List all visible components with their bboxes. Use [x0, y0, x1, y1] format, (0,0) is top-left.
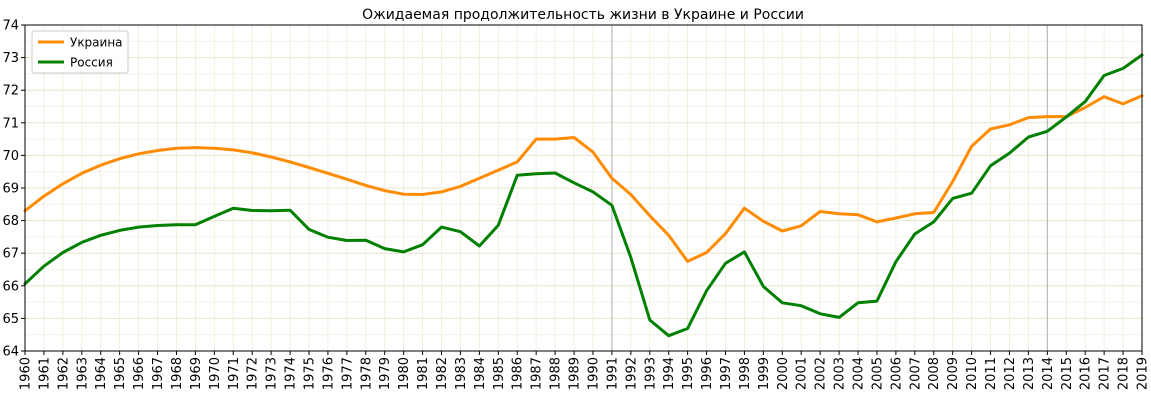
x-tick-label: 2019	[1136, 357, 1151, 390]
x-tick-label: 1993	[643, 357, 658, 390]
x-tick-label: 2006	[889, 357, 904, 390]
series-line-1	[23, 53, 1144, 338]
y-tick-label: 73	[2, 51, 19, 66]
x-tick-label: 1995	[681, 357, 696, 390]
x-tick-label: 2005	[870, 357, 885, 390]
x-tick-label: 1962	[56, 357, 71, 390]
x-tick-label: 1970	[208, 357, 223, 390]
legend: Украина Россия	[31, 30, 129, 74]
series-lines	[23, 53, 1144, 338]
x-tick-label: 2008	[927, 357, 942, 390]
x-tick-label: 1966	[132, 357, 147, 390]
x-tick-label: 2004	[852, 357, 867, 390]
x-tick-label: 1976	[321, 357, 336, 390]
x-tick-label: 1994	[662, 357, 677, 390]
x-tick-label: 2013	[1022, 357, 1037, 390]
legend-label-1: Россия	[70, 56, 113, 70]
x-tick-label: 1990	[586, 357, 601, 390]
x-tick-label: 1964	[94, 357, 109, 390]
x-tick-label: 1985	[492, 357, 507, 390]
grid	[24, 24, 1143, 352]
x-tick-label: 1965	[113, 357, 128, 390]
x-tick-label: 1991	[605, 357, 620, 390]
x-tick-label: 2011	[984, 357, 999, 390]
x-tick-label: 1996	[700, 357, 715, 390]
x-tick-label: 1986	[511, 357, 526, 390]
legend-label-0: Украина	[70, 36, 123, 50]
x-tick-label: 1989	[568, 357, 583, 390]
x-tick-label: 2018	[1117, 357, 1132, 390]
x-tick-label: 1969	[189, 357, 204, 390]
x-tick-label: 2007	[908, 357, 923, 390]
x-tick-label: 1997	[719, 357, 734, 390]
x-tick-label: 1981	[416, 357, 431, 390]
x-tick-label: 2017	[1098, 357, 1113, 390]
x-tick-label: 1999	[757, 357, 772, 390]
x-tick-label: 1971	[227, 357, 242, 390]
x-tick-label: 1974	[284, 357, 299, 390]
x-tick-label: 1980	[397, 357, 412, 390]
x-tick-label: 1982	[435, 357, 450, 390]
x-tick-label: 1983	[454, 357, 469, 390]
x-tick-label: 1978	[359, 357, 374, 390]
x-tick-label: 1973	[265, 357, 280, 390]
x-tick-label: 1967	[151, 357, 166, 390]
x-tick-label: 1992	[624, 357, 639, 390]
x-tick-label: 1963	[75, 357, 90, 390]
x-tick-label: 1987	[530, 357, 545, 390]
x-tick-label: 1968	[170, 357, 185, 390]
x-tick-label: 2016	[1079, 357, 1094, 390]
y-tick-label: 66	[2, 279, 19, 294]
x-tick-label: 1979	[378, 357, 393, 390]
series-line-0	[23, 94, 1144, 263]
x-tick-label: 1961	[37, 357, 52, 390]
x-tick-label: 2000	[776, 357, 791, 390]
y-tick-label: 68	[2, 214, 19, 229]
y-tick-label: 70	[2, 149, 19, 164]
y-tick-label: 69	[2, 182, 19, 197]
y-tick-label: 65	[2, 312, 19, 327]
x-tick-label: 1977	[340, 357, 355, 390]
x-tick-label: 1972	[246, 357, 261, 390]
reference-lines	[611, 25, 1048, 351]
x-tick-label: 2003	[833, 357, 848, 390]
x-tick-label: 2010	[965, 357, 980, 390]
x-tick-label: 2014	[1041, 357, 1056, 390]
y-tick-label: 67	[2, 247, 19, 262]
x-tick-label: 2015	[1060, 357, 1075, 390]
y-tick-label: 72	[2, 84, 19, 99]
x-tick-label: 1984	[473, 357, 488, 390]
x-tick-label: 1988	[549, 357, 564, 390]
y-tick-label: 71	[2, 116, 19, 131]
x-tick-label: 2002	[814, 357, 829, 390]
x-tick-label: 2001	[795, 357, 810, 390]
y-tick-label: 74	[2, 19, 19, 34]
x-tick-label: 1998	[738, 357, 753, 390]
x-tick-label: 2009	[946, 357, 961, 390]
x-tick-label: 1960	[19, 357, 34, 390]
axes: 64 65 66 67 68 69 70 71 72 73 74 1960 1961 1962 1963 19…	[2, 19, 1150, 391]
x-tick-label: 1975	[302, 357, 317, 390]
y-tick-label: 64	[2, 345, 19, 360]
chart-title: Ожидаемая продолжительность жизни в Укра…	[362, 7, 804, 23]
x-tick-label: 2012	[1003, 357, 1018, 390]
